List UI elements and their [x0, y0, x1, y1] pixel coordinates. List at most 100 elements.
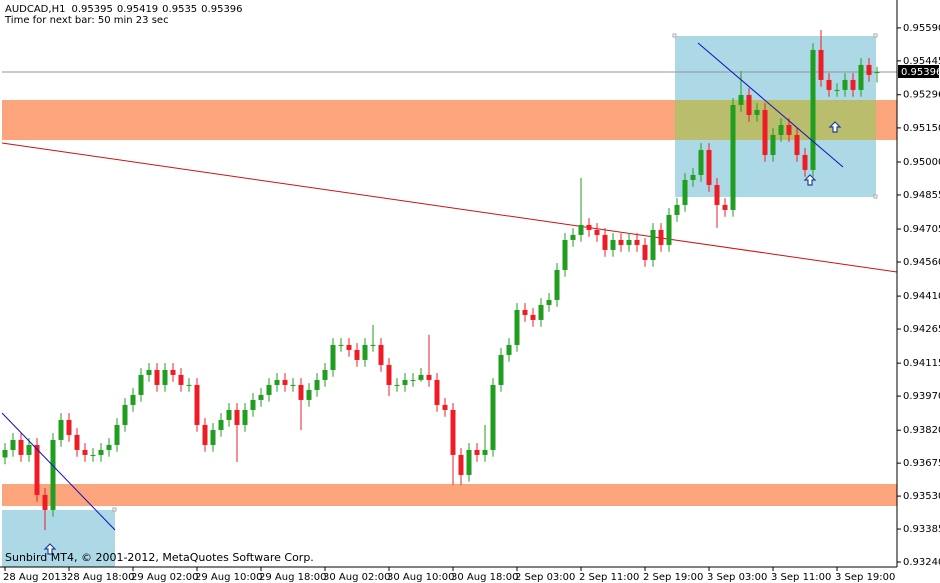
candle-body	[122, 404, 128, 425]
candle-body	[802, 154, 808, 170]
last-high: 0.95419	[117, 4, 158, 15]
candle-body	[834, 89, 840, 91]
candle-body	[570, 234, 576, 240]
candle-body	[282, 379, 288, 385]
x-tick-label: 2 Sep 11:00	[579, 572, 639, 583]
candle-body	[202, 424, 208, 445]
candle-body	[314, 379, 320, 390]
candle-body	[594, 229, 600, 235]
candle-body	[474, 449, 480, 455]
y-tick-label: 0.93385	[903, 524, 940, 535]
x-tick-label: 30 Aug 02:00	[323, 572, 390, 583]
candle-body	[786, 124, 792, 135]
candle-body	[874, 72, 880, 73]
candle-body	[306, 389, 312, 400]
candle-body	[378, 344, 384, 365]
candle-body	[826, 79, 832, 90]
candle-body	[554, 269, 560, 300]
x-tick-label: 29 Aug 10:00	[195, 572, 262, 583]
candle-body	[58, 419, 64, 440]
candle-body	[778, 124, 784, 135]
candle-body	[2, 449, 8, 458]
candle-body	[618, 239, 624, 245]
candle-body	[274, 379, 280, 385]
candle-body	[690, 174, 696, 180]
candle-body	[394, 384, 400, 386]
candle-body	[114, 424, 120, 445]
chart-header: AUDCAD,H1 0.95395 0.95419 0.9535 0.95396	[5, 4, 243, 15]
candle-body	[610, 239, 616, 250]
candle-body	[578, 224, 584, 235]
candle-body	[458, 454, 464, 475]
x-tick-label: 28 Aug 2013	[3, 572, 67, 583]
candle-body	[386, 364, 392, 385]
candle-body	[698, 149, 704, 175]
candle-body	[498, 354, 504, 385]
candle-body	[90, 454, 96, 456]
candle-body	[674, 204, 680, 215]
candle-body	[66, 419, 72, 435]
candle-body	[226, 409, 232, 420]
x-tick-label: 30 Aug 10:00	[387, 572, 454, 583]
candle-body	[658, 229, 664, 245]
x-tick-label: 3 Sep 19:00	[835, 572, 895, 583]
candle-body	[10, 439, 16, 450]
candle-body	[290, 384, 296, 386]
trend-line	[697, 42, 844, 168]
subtitle: Time for next bar: 50 min 23 sec	[4, 15, 169, 26]
candles	[2, 29, 880, 531]
y-tick-label: 0.94855	[903, 190, 940, 201]
candle-body	[706, 149, 712, 185]
candle-body	[506, 344, 512, 355]
candle-body	[482, 449, 488, 455]
candle-body	[762, 109, 768, 155]
candle-body	[354, 349, 360, 360]
candle-body	[730, 104, 736, 210]
candle-body	[346, 344, 352, 350]
last-close: 0.95396	[201, 4, 242, 15]
candle-body	[586, 224, 592, 230]
y-tick-label: 0.95445	[903, 56, 940, 67]
candle-body	[858, 64, 864, 90]
candle-body	[242, 409, 248, 425]
candle-body	[18, 439, 24, 455]
candle-body	[154, 369, 160, 385]
candle-body	[146, 369, 152, 375]
candle-body	[450, 409, 456, 455]
candle-body	[82, 449, 88, 455]
y-tick-label: 0.94705	[903, 224, 940, 235]
candle-body	[170, 369, 176, 375]
y-tick-label: 0.94115	[903, 358, 940, 369]
y-tick-label: 0.94265	[903, 324, 940, 335]
last-open: 0.95395	[71, 4, 112, 15]
candle-body	[322, 369, 328, 380]
candle-body	[178, 374, 184, 385]
x-tick-label: 28 Aug 18:00	[67, 572, 134, 583]
candle-body	[434, 379, 440, 405]
x-tick-label: 2 Sep 03:00	[515, 572, 575, 583]
candle-body	[74, 434, 80, 450]
candle-body	[754, 109, 760, 115]
candle-body	[410, 379, 416, 381]
candle-body	[626, 239, 632, 245]
price-tag	[898, 65, 939, 78]
candle-body	[138, 374, 144, 395]
y-tick-label: 0.93675	[903, 458, 940, 469]
candle-body	[162, 369, 168, 385]
candle-body	[34, 444, 40, 495]
candle-body	[650, 229, 656, 260]
box-handles	[112, 33, 878, 512]
candle-body	[234, 409, 240, 425]
candle-body	[530, 314, 536, 320]
candle-body	[26, 444, 32, 455]
footer: Sunbird MT4, © 2001-2012, MetaQuotes Sof…	[5, 551, 314, 564]
candle-body	[98, 449, 104, 455]
